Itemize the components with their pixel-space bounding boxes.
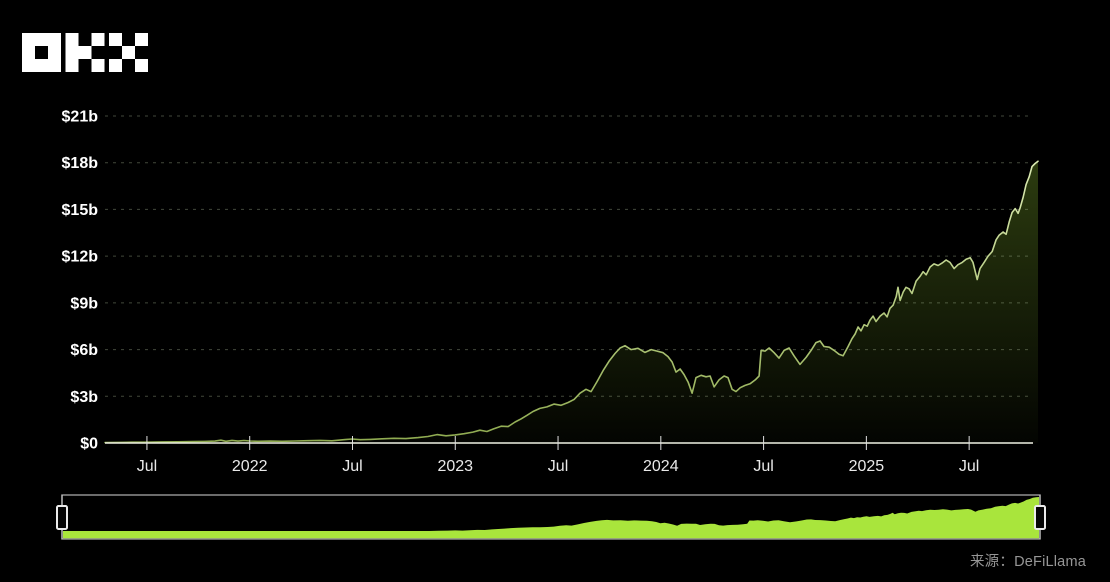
timeline-brush[interactable] xyxy=(56,494,1046,540)
brush-right-handle[interactable] xyxy=(1034,505,1046,530)
x-axis-label: 2022 xyxy=(232,458,268,475)
brush-baseline-strip xyxy=(63,531,1039,539)
brush-left-handle[interactable] xyxy=(56,505,68,530)
x-axis-label: Jul xyxy=(342,458,362,475)
tvl-area xyxy=(105,161,1038,443)
y-axis-label: $9b xyxy=(70,295,98,312)
y-axis-label: $0 xyxy=(80,436,98,453)
x-axis-label: 2025 xyxy=(849,458,885,475)
y-axis-label: $15b xyxy=(62,202,99,219)
y-axis-label: $6b xyxy=(70,342,98,359)
x-axis-label: 2023 xyxy=(437,458,473,475)
x-axis-label: Jul xyxy=(753,458,773,475)
y-axis-label: $12b xyxy=(62,249,99,266)
x-axis-label: Jul xyxy=(548,458,568,475)
y-axis-label: $3b xyxy=(70,389,98,406)
source-label: 来源：DeFiLlama xyxy=(969,554,1086,570)
okx-logo xyxy=(22,33,148,72)
okx-logo-glyphs xyxy=(22,33,148,72)
y-axis-label: $18b xyxy=(62,155,99,172)
x-axis-label: 2024 xyxy=(643,458,679,475)
y-axis-label: $21b xyxy=(62,109,99,126)
x-axis-label: Jul xyxy=(137,458,157,475)
tvl-line xyxy=(104,160,1039,444)
x-axis-label: Jul xyxy=(959,458,979,475)
brush-mini-area xyxy=(63,497,1039,532)
